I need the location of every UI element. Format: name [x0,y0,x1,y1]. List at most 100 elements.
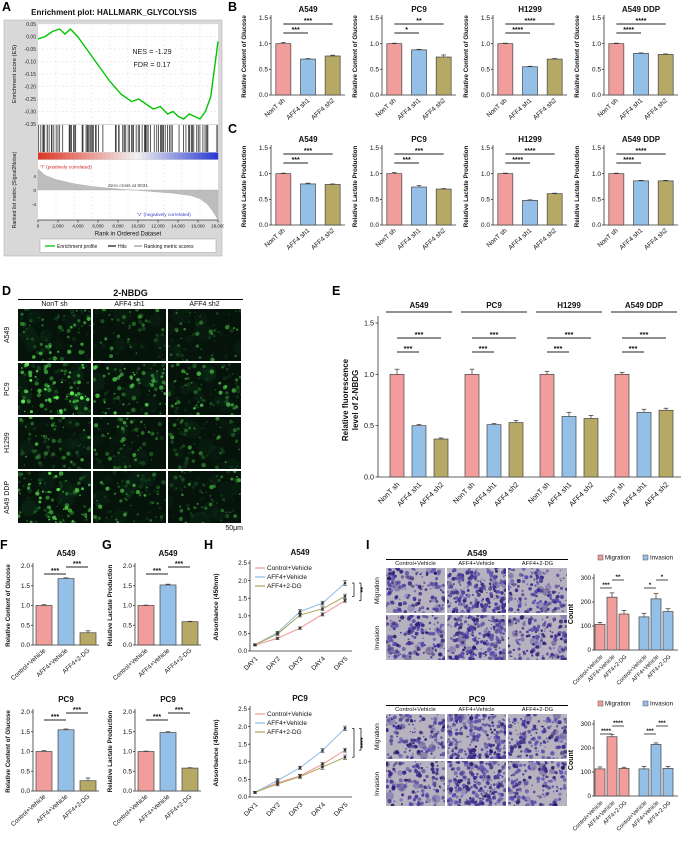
svg-text:Control+Vehicle: Control+Vehicle [267,711,312,718]
svg-text:DAY1: DAY1 [243,801,260,818]
svg-text:0.0: 0.0 [21,642,30,649]
svg-text:2.5: 2.5 [238,706,247,713]
micrograph-cell [93,363,166,415]
svg-text:-0.35: -0.35 [25,122,37,128]
chart-f-a549-glucose: A549 0.0 0.5 1.0 1.5 2.0 Relative Content of G… [2,546,102,697]
transwell-image [447,761,506,806]
micrograph-cell [18,309,91,361]
svg-text:DAY2: DAY2 [265,655,282,672]
micrograph-row: A549 DDP [4,471,244,523]
svg-text:18,000: 18,000 [211,224,224,229]
chart-svg: A549 DDP 0.0 0.5 1.0 1.5 Relative Lactate Pro… [574,135,678,252]
svg-text:A549: A549 [290,548,310,557]
chart-svg: PC9 0.0 0.5 1.0 1.5 Relative Content of Gluco… [352,5,456,122]
chart-i-pc9-count: Migration Invasion 0 100 200 300 Count Control+… [564,694,685,847]
svg-text:DAY3: DAY3 [288,801,305,818]
micrograph-speckles [18,309,91,361]
micrograph-cell [93,417,166,469]
svg-text:Zero cross at 9031: Zero cross at 9031 [108,183,148,189]
svg-text:0: 0 [33,188,36,194]
transwell-row: Migration [374,568,685,613]
svg-text:***: *** [175,707,183,714]
svg-text:0: 0 [37,224,40,229]
svg-text:AFF4 sh1: AFF4 sh1 [618,97,644,122]
svg-text:1.5: 1.5 [123,729,132,736]
svg-text:AFF4 sh1: AFF4 sh1 [507,227,533,252]
transwell-speckles [508,568,567,613]
svg-text:300: 300 [581,721,592,728]
svg-text:-0.20: -0.20 [25,84,37,90]
svg-text:***: *** [73,561,81,568]
svg-text:0.0: 0.0 [370,222,379,229]
svg-text:***: *** [175,561,183,568]
chart-svg: 0.0 0.5 1.0 1.5 Relative fluorescence level o… [341,301,681,508]
svg-text:NonT sh: NonT sh [375,97,398,119]
block-title: A549 [466,548,488,558]
svg-text:A549 DDP: A549 DDP [622,135,661,144]
micrograph-cell [93,471,166,523]
svg-text:*: * [661,574,664,581]
svg-text:***: *** [292,27,300,34]
svg-text:AFF4 sh1: AFF4 sh1 [396,97,422,122]
svg-text:****: **** [525,18,536,25]
svg-text:DAY5: DAY5 [333,801,350,818]
column-header: AFF4+Vehicle [458,707,495,713]
svg-text:0.5: 0.5 [123,622,132,629]
micrograph-cell [93,309,166,361]
svg-text:0: 0 [588,647,592,654]
svg-text:0.0: 0.0 [364,473,374,482]
svg-text:***: *** [602,582,610,589]
chart-svg: A549 0.0 0.5 1.0 1.5 Relative Content of Gluc… [241,5,345,122]
transwell-row: Invasion [374,761,685,806]
row-label: A549 [4,326,11,344]
svg-text:1.0: 1.0 [370,41,379,48]
svg-text:0.5: 0.5 [238,777,247,784]
svg-text:****: **** [601,728,611,735]
svg-text:1.0: 1.0 [259,171,268,178]
svg-text:A549: A549 [158,549,178,558]
svg-text:***: *** [73,707,81,714]
row-label: Migration [374,577,381,604]
svg-text:1.0: 1.0 [238,759,247,766]
svg-text:DAY4: DAY4 [310,655,327,672]
svg-text:AFF4 sh1: AFF4 sh1 [396,227,422,252]
svg-text:1.0: 1.0 [592,41,601,48]
transwell-image [386,615,445,660]
chart-c-h1299-lactate: H1299 0.0 0.5 1.0 1.5 Relative Lactate Produc… [460,132,570,267]
svg-text:AFF4+2-DG: AFF4+2-DG [267,583,302,590]
column-header: AFF4+2-DG [521,707,554,713]
svg-text:NonT sh: NonT sh [375,227,398,249]
chart-i-a549-count: Migration Invasion 0 100 200 300 Count Control+… [564,548,685,701]
micrograph-speckles [168,309,241,361]
chart-b-a549ddp-glucose: A549 DDP 0.0 0.5 1.0 1.5 Relative Content of … [571,2,681,137]
micrograph-speckles [93,363,166,415]
svg-text:Migration: Migration [605,555,631,562]
svg-text:0.0: 0.0 [21,788,30,795]
svg-text:AFF4+2-DG: AFF4+2-DG [267,729,302,736]
svg-text:1.0: 1.0 [370,171,379,178]
chart-svg: H1299 0.0 0.5 1.0 1.5 Relative Content of Glu… [463,5,567,122]
svg-text:0.0: 0.0 [592,92,601,99]
svg-text:0.5: 0.5 [123,768,132,775]
svg-text:***: *** [415,148,423,155]
svg-text:***: *** [304,18,312,25]
svg-text:0.5: 0.5 [259,67,268,74]
block-title: PC9 [468,694,486,704]
micrograph-cell [168,363,241,415]
transwell-speckles [447,615,506,660]
svg-text:Migration: Migration [605,701,631,708]
svg-text:2.0: 2.0 [123,709,132,716]
svg-text:AFF4 sh1: AFF4 sh1 [618,227,644,252]
svg-text:0.5: 0.5 [370,67,379,74]
svg-text:1.5: 1.5 [592,15,601,22]
svg-text:-0.25: -0.25 [25,97,37,103]
panel-i-label: I [366,538,370,552]
svg-text:Relative fluorescence: Relative fluorescence [341,358,350,441]
micrograph-speckles [18,363,91,415]
micrograph-speckles [18,471,91,523]
micrograph-row: A549 [4,309,244,361]
svg-text:0.0: 0.0 [238,794,247,801]
svg-text:0.5: 0.5 [21,768,30,775]
svg-text:200: 200 [581,599,592,606]
svg-text:Enrichment profile: Enrichment profile [57,244,98,250]
